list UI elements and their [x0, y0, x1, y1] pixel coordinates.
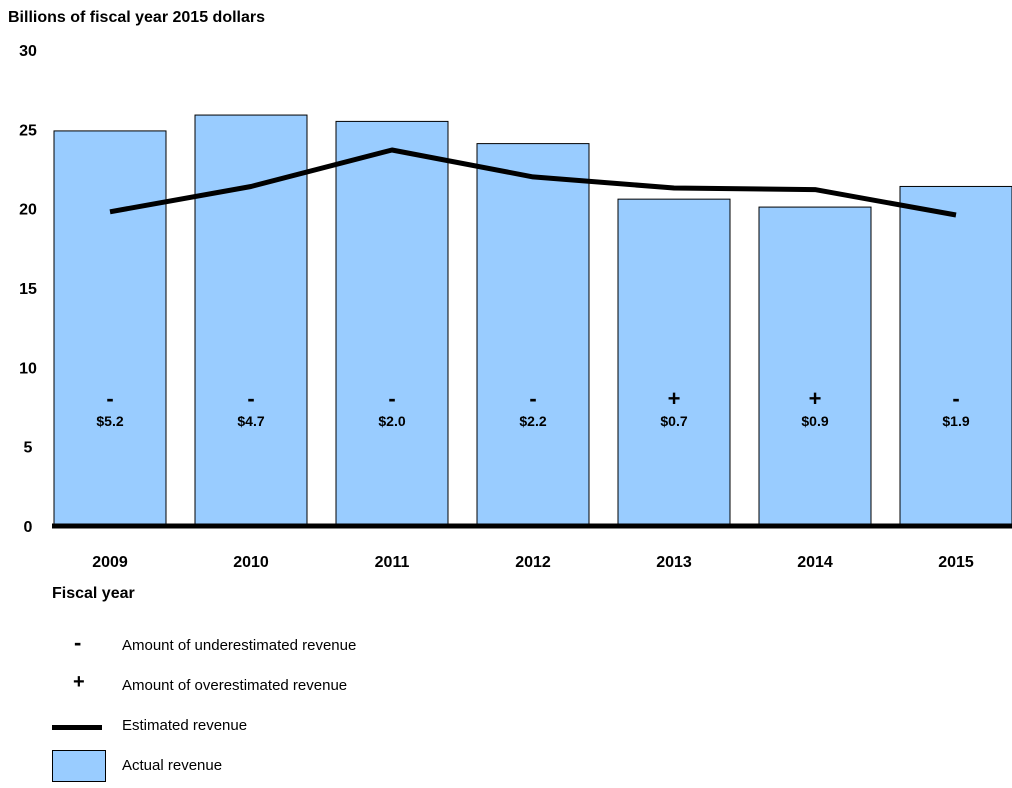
- x-tick-label: 2015: [938, 554, 974, 571]
- x-tick-label: 2012: [515, 554, 551, 571]
- y-tick-label: 0: [24, 519, 33, 536]
- difference-sign: -: [247, 386, 254, 411]
- difference-sign: -: [529, 386, 536, 411]
- bar-2012: [476, 143, 590, 527]
- x-axis-label: Fiscal year: [52, 585, 135, 602]
- legend-label: Amount of underestimated revenue: [122, 637, 357, 654]
- y-axis-ticks: 0 5 10 15 20 25 30: [19, 43, 37, 536]
- difference-value: $4.7: [237, 413, 264, 429]
- difference-value: $0.9: [801, 413, 828, 429]
- x-axis-ticks: 2009 2010 2011 2012 2013 2014 2015: [92, 554, 974, 571]
- difference-value: $0.7: [660, 413, 687, 429]
- y-tick-label: 10: [19, 360, 37, 377]
- difference-value: $1.9: [942, 413, 969, 429]
- difference-labels: - $5.2 - $4.7 - $2.0 - $2.2 + $0.7 + $0.9 - $1.9: [96, 386, 969, 429]
- bar-2010: [194, 114, 308, 527]
- y-tick-label: 15: [19, 281, 37, 298]
- difference-value: $2.2: [519, 413, 546, 429]
- bar-2011: [335, 120, 449, 527]
- legend-label: Estimated revenue: [122, 717, 248, 734]
- estimated-revenue-line: [109, 147, 957, 218]
- difference-sign: -: [952, 386, 959, 411]
- y-tick-label: 20: [19, 202, 37, 219]
- difference-sign: -: [388, 386, 395, 411]
- minus-icon: -: [74, 630, 82, 655]
- x-tick-label: 2010: [233, 554, 269, 571]
- y-tick-label: 5: [24, 440, 33, 457]
- bars: [53, 114, 1012, 527]
- line-swatch-icon: [52, 708, 108, 744]
- bar-2013: [617, 198, 731, 527]
- difference-sign: +: [668, 386, 681, 411]
- plus-icon: +: [73, 671, 85, 693]
- legend-label: Amount of overestimated revenue: [122, 677, 348, 694]
- bar-2015: [899, 185, 1012, 527]
- difference-value: $2.0: [378, 413, 405, 429]
- y-tick-label: 25: [19, 122, 37, 139]
- revenue-chart: Billions of fiscal year 2015 dollars 0 5 1…: [8, 9, 1012, 602]
- bar-2014: [758, 206, 872, 527]
- difference-sign: +: [809, 386, 822, 411]
- x-tick-label: 2011: [375, 554, 410, 571]
- y-tick-label: 30: [19, 43, 37, 60]
- x-tick-label: 2014: [797, 554, 833, 571]
- legend-label: Actual revenue: [122, 757, 223, 774]
- difference-sign: -: [106, 386, 113, 411]
- difference-value: $5.2: [96, 413, 123, 429]
- bar-swatch-icon: [52, 748, 108, 784]
- x-tick-label: 2009: [92, 554, 128, 571]
- bar-2009: [53, 130, 167, 527]
- y-axis-label: Billions of fiscal year 2015 dollars: [8, 9, 265, 26]
- x-tick-label: 2013: [656, 554, 692, 571]
